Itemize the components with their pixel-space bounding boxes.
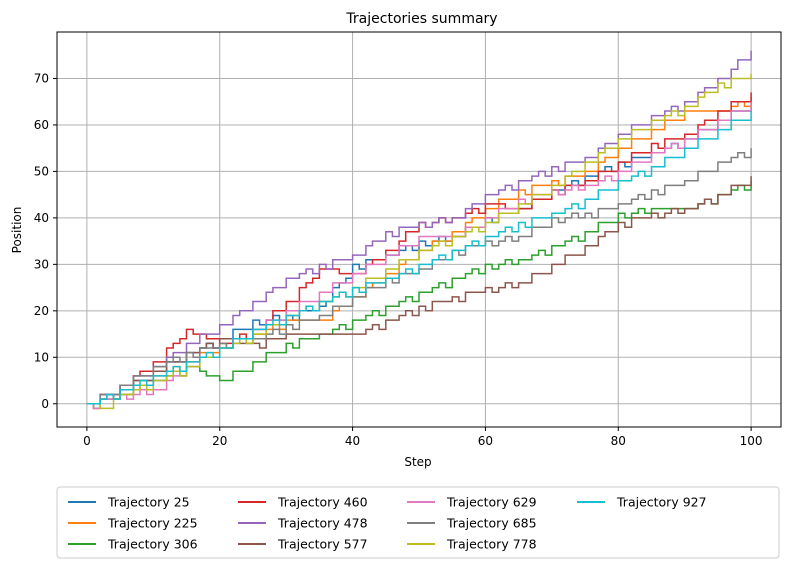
x-tick-label: 20: [212, 434, 227, 448]
legend-label: Trajectory 685: [446, 516, 537, 531]
y-tick-label: 0: [41, 397, 49, 411]
y-tick-label: 30: [34, 257, 49, 271]
legend-label: Trajectory 927: [616, 495, 707, 510]
series-lines: [86, 50, 752, 410]
y-axis-label: Position: [10, 207, 24, 254]
y-tick-label: 70: [34, 71, 49, 85]
series-line: [86, 73, 752, 410]
legend-label: Trajectory 629: [446, 495, 537, 510]
legend-label: Trajectory 577: [277, 537, 368, 552]
x-tick-label: 60: [478, 434, 493, 448]
y-tick-label: 10: [34, 350, 49, 364]
y-axis-ticks: 0 10 20 30 40 50 60 70: [34, 71, 57, 411]
plot-frame: [56, 31, 782, 428]
legend-label: Trajectory 778: [446, 537, 537, 552]
legend-label: Trajectory 478: [277, 516, 368, 531]
series-line: [86, 92, 752, 405]
legend-label: Trajectory 460: [277, 495, 368, 510]
y-tick-label: 20: [34, 304, 49, 318]
x-tick-label: 100: [740, 434, 763, 448]
x-tick-label: 80: [611, 434, 626, 448]
x-tick-label: 40: [345, 434, 360, 448]
y-tick-label: 40: [34, 211, 49, 225]
y-tick-label: 50: [34, 164, 49, 178]
x-tick-label: 0: [83, 434, 91, 448]
legend-label: Trajectory 306: [107, 537, 198, 552]
series-line: [86, 148, 752, 405]
legend: Trajectory 25 Trajectory 225 Trajectory 30…: [56, 486, 780, 559]
y-tick-label: 60: [34, 118, 49, 132]
series-line: [86, 180, 752, 410]
x-axis-label: Step: [404, 455, 431, 469]
x-axis-ticks: 0 20 40 60 80 100: [83, 427, 763, 448]
legend-label: Trajectory 225: [107, 516, 198, 531]
series-line: [86, 50, 752, 405]
chart-title: Trajectories summary: [345, 11, 497, 27]
series-line: [86, 111, 752, 405]
legend-label: Trajectory 25: [107, 495, 190, 510]
